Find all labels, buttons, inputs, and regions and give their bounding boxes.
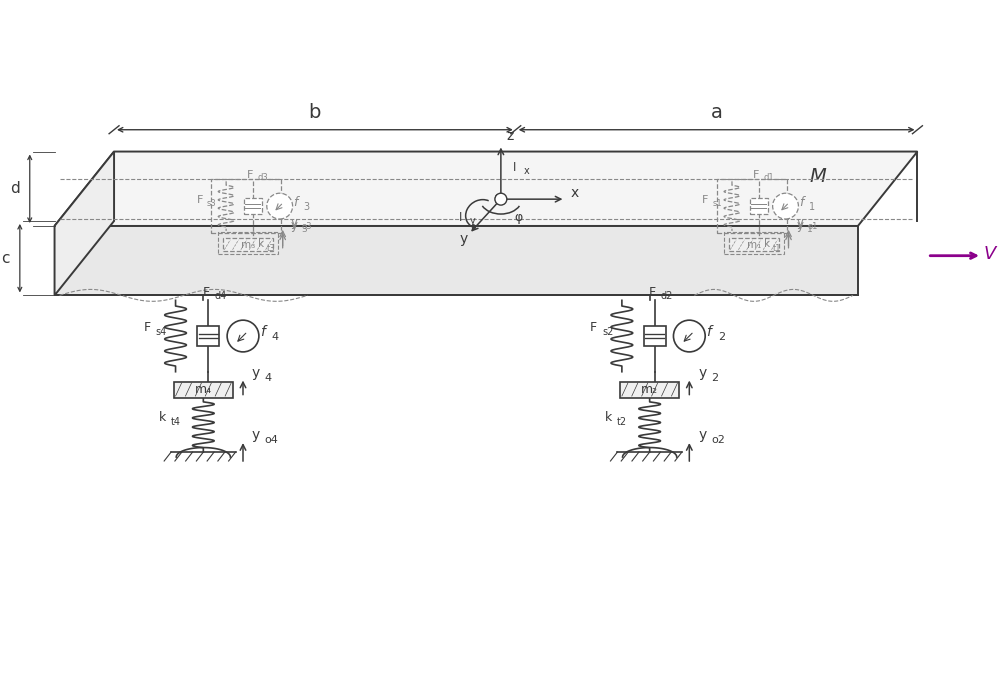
Text: x: x: [570, 186, 579, 200]
Text: 1: 1: [807, 225, 813, 234]
Text: φ: φ: [515, 211, 523, 224]
Text: f: f: [706, 325, 711, 339]
Text: F: F: [202, 286, 209, 299]
Text: d: d: [10, 182, 20, 197]
Text: θ: θ: [493, 194, 501, 207]
Bar: [717, 180, 787, 233]
Text: F: F: [702, 195, 709, 205]
Text: m₁: m₁: [747, 240, 761, 250]
Text: 2: 2: [711, 373, 718, 383]
Bar: [218, 232, 278, 254]
Text: d1: d1: [764, 173, 774, 182]
Text: m₃: m₃: [241, 240, 255, 250]
Text: a: a: [711, 103, 723, 122]
Text: y: y: [796, 219, 803, 232]
Circle shape: [267, 193, 293, 219]
Text: k: k: [258, 239, 264, 249]
Text: 1: 1: [809, 202, 815, 212]
Text: o1: o1: [807, 222, 818, 231]
Circle shape: [495, 193, 507, 205]
Text: 3: 3: [304, 202, 310, 212]
Text: F: F: [144, 321, 151, 334]
Bar: [750, 198, 768, 214]
Polygon shape: [55, 226, 858, 295]
Text: f: f: [260, 325, 265, 339]
Bar: [244, 198, 262, 214]
Text: f: f: [799, 196, 804, 209]
Text: y: y: [796, 216, 803, 229]
Text: d4: d4: [214, 291, 226, 301]
Text: o2: o2: [711, 435, 725, 445]
Text: d2: d2: [661, 291, 673, 301]
Text: y: y: [291, 216, 298, 229]
Text: 3: 3: [302, 225, 307, 234]
Text: b: b: [309, 103, 321, 122]
Text: k: k: [764, 239, 770, 249]
Text: k: k: [605, 411, 612, 424]
Text: t1: t1: [773, 244, 781, 253]
Text: d3: d3: [258, 173, 269, 182]
Bar: [211, 180, 281, 233]
Text: y: y: [252, 428, 260, 442]
Text: f: f: [294, 196, 298, 209]
Text: t3: t3: [267, 244, 275, 253]
Text: I: I: [459, 211, 463, 224]
Text: y: y: [470, 216, 476, 226]
Text: s3: s3: [206, 199, 216, 208]
Text: o4: o4: [265, 435, 279, 445]
Text: 4: 4: [265, 373, 272, 383]
Polygon shape: [55, 152, 917, 226]
Text: s4: s4: [156, 327, 167, 337]
Text: 4: 4: [272, 332, 279, 342]
Text: z: z: [507, 129, 514, 143]
Bar: [223, 238, 273, 251]
Circle shape: [673, 320, 705, 352]
Text: M: M: [810, 167, 827, 186]
Bar: [197, 326, 219, 346]
Text: m₂: m₂: [641, 383, 658, 396]
Text: s2: s2: [602, 327, 613, 337]
Text: F: F: [649, 286, 656, 299]
Text: F: F: [590, 321, 597, 334]
Bar: [174, 381, 233, 398]
Circle shape: [227, 320, 259, 352]
Text: 2: 2: [718, 332, 725, 342]
Text: k: k: [159, 411, 166, 424]
Text: y: y: [698, 366, 706, 379]
Text: F: F: [247, 170, 253, 180]
Text: o3: o3: [302, 222, 312, 231]
Bar: [724, 232, 784, 254]
Text: c: c: [1, 251, 9, 266]
Bar: [644, 326, 666, 346]
Text: y: y: [698, 428, 706, 442]
Circle shape: [773, 193, 798, 219]
Text: x: x: [524, 167, 529, 176]
Text: I: I: [513, 161, 516, 174]
Text: t2: t2: [617, 417, 627, 427]
Text: F: F: [753, 170, 759, 180]
Text: F: F: [196, 195, 203, 205]
Text: y: y: [459, 232, 467, 245]
Text: V: V: [984, 245, 996, 262]
Text: s1: s1: [712, 199, 722, 208]
Text: y: y: [252, 366, 260, 379]
Text: t4: t4: [171, 417, 181, 427]
Bar: [729, 238, 779, 251]
Text: y: y: [291, 219, 298, 232]
Text: m₄: m₄: [195, 383, 212, 396]
Polygon shape: [55, 152, 114, 295]
Bar: [620, 381, 679, 398]
